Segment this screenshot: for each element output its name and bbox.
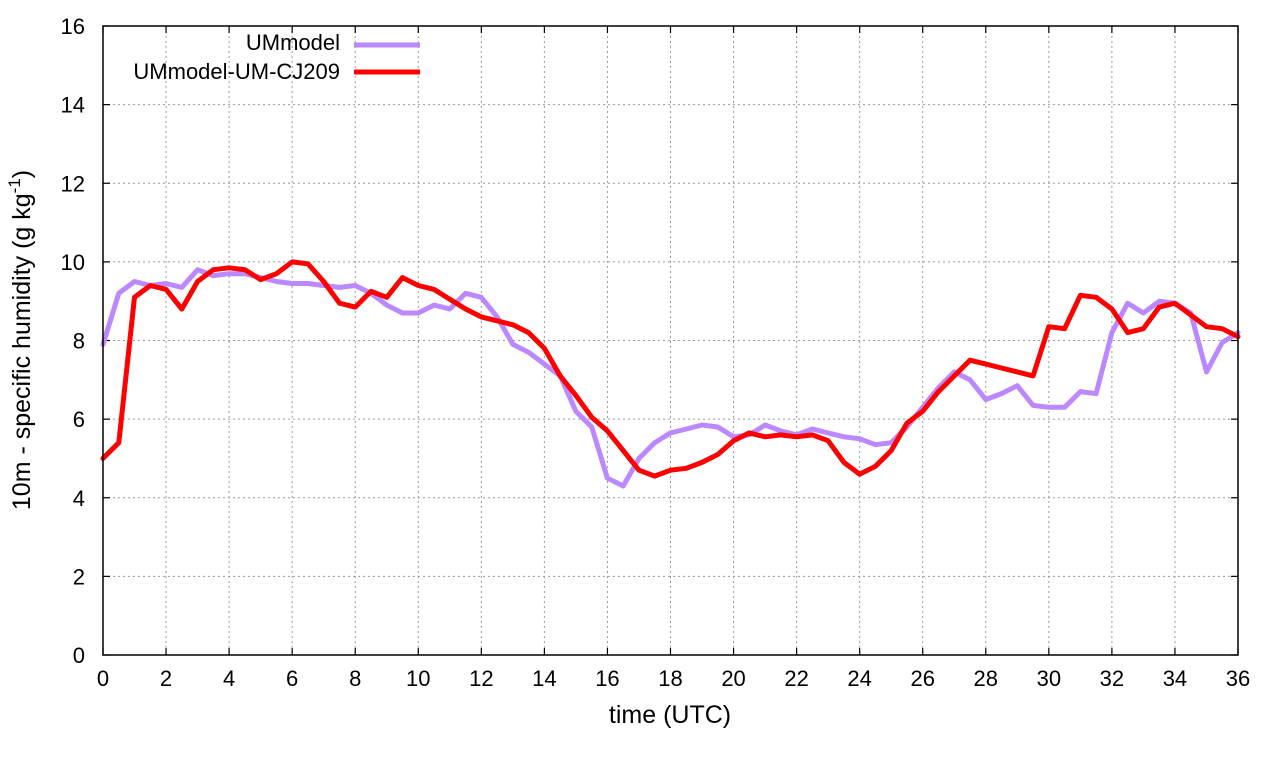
x-axis-title: time (UTC): [609, 701, 731, 729]
x-tick-label: 12: [469, 666, 493, 691]
x-tick-label: 28: [974, 666, 998, 691]
x-tick-label: 36: [1226, 666, 1250, 691]
grid-lines: [103, 26, 1238, 655]
y-tick-label: 6: [73, 407, 85, 432]
y-tick-label: 8: [73, 329, 85, 354]
series-lines: [100, 259, 1241, 489]
y-axis-title-main: 10m - specific humidity (g kg: [8, 193, 36, 510]
x-tick-label: 32: [1100, 666, 1124, 691]
x-tick-label: 2: [160, 666, 172, 691]
legend: UMmodel UMmodel-UM-CJ209: [133, 30, 420, 84]
y-axis-title: 10m - specific humidity (g kg-1): [5, 170, 36, 510]
y-tick-labels: 0 2 4 6 8 10 12 14 16: [61, 14, 85, 668]
x-tick-label: 16: [595, 666, 619, 691]
x-tick-label: 14: [532, 666, 556, 691]
y-tick-label: 16: [61, 14, 85, 39]
x-tick-label: 34: [1163, 666, 1187, 691]
x-tick-label: 22: [784, 666, 808, 691]
x-tick-label: 26: [910, 666, 934, 691]
x-tick-label: 6: [286, 666, 298, 691]
legend-label-series-1: UMmodel: [246, 30, 340, 55]
series-line-1: [100, 267, 1241, 489]
plot-frame: [102, 25, 1239, 656]
y-tick-label: 2: [73, 564, 85, 589]
series-line-2: [100, 259, 1241, 479]
legend-label-series-2: UMmodel-UM-CJ209: [133, 59, 340, 84]
y-tick-label: 14: [61, 93, 85, 118]
x-tick-label: 30: [1037, 666, 1061, 691]
y-tick-label: 4: [73, 486, 85, 511]
x-tick-label: 20: [721, 666, 745, 691]
y-axis-title-superscript: -1: [5, 178, 24, 193]
y-tick-label: 12: [61, 171, 85, 196]
x-tick-label: 8: [349, 666, 361, 691]
y-tick-label: 10: [61, 250, 85, 275]
y-tick-label: 0: [73, 643, 85, 668]
x-tick-label: 24: [847, 666, 871, 691]
x-tick-label: 0: [97, 666, 109, 691]
x-tick-label: 18: [658, 666, 682, 691]
y-axis-title-close: ): [8, 170, 36, 178]
x-tick-label: 10: [406, 666, 430, 691]
x-tick-label: 4: [223, 666, 235, 691]
x-tick-labels: 0 2 4 6 8 10 12 14 16 18 20 22 24 26 28 30 32 34 36: [97, 666, 1250, 691]
